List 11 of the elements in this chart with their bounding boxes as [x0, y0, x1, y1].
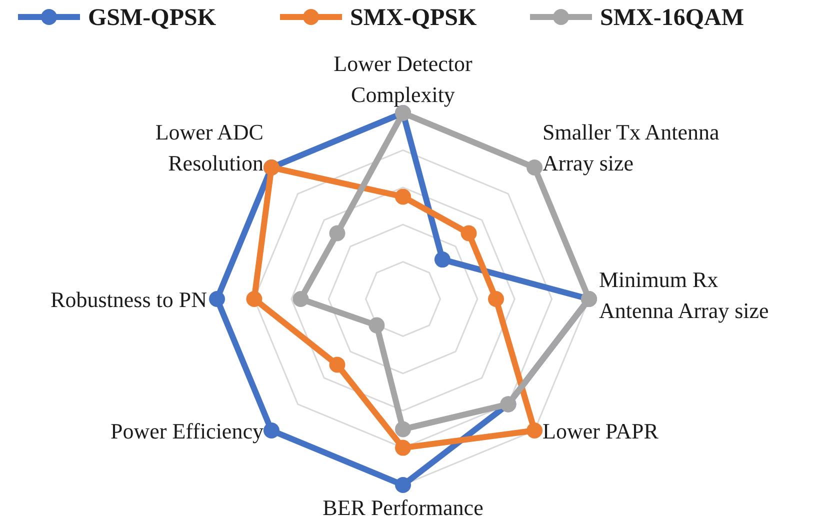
spoke-label: Minimum Rx Antenna Array size	[599, 267, 769, 323]
spoke-label: BER Performance	[322, 495, 484, 520]
spoke-label: Lower PAPR	[542, 418, 659, 444]
legend-label: SMX-16QAM	[600, 5, 744, 31]
spoke-label: Power Efficiency	[110, 418, 264, 444]
spoke-label: Lower Detector Complexity	[334, 51, 473, 107]
legend-label: GSM-QPSK	[88, 5, 216, 31]
spoke-label: Robustness to PN	[50, 287, 208, 312]
legend-label: SMX-QPSK	[350, 5, 477, 31]
spoke-label: Smaller Tx Antenna Array size	[542, 119, 720, 176]
spoke-label: Lower ADC Resolution	[155, 119, 264, 176]
